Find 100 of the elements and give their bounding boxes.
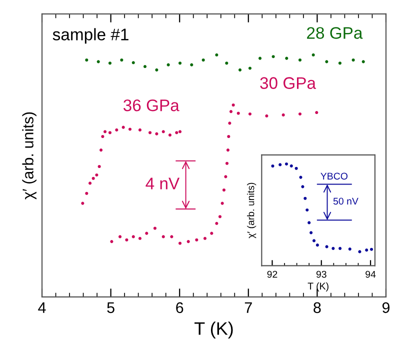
x-axis-title: T (K) (308, 282, 328, 292)
point (143, 64, 147, 68)
point (226, 148, 230, 152)
point (85, 192, 88, 195)
point (225, 162, 229, 165)
point (190, 63, 194, 66)
point (265, 114, 268, 118)
point (299, 176, 302, 179)
point (312, 53, 315, 56)
point (175, 131, 178, 134)
point (178, 130, 182, 134)
x-tick-label: 9 (382, 302, 390, 314)
point (101, 134, 104, 138)
annotation: YBCO (320, 172, 348, 180)
point (186, 240, 190, 244)
point (138, 128, 142, 132)
point (110, 240, 114, 244)
point (304, 196, 307, 200)
point (308, 221, 311, 224)
point (282, 113, 285, 116)
point (122, 126, 125, 129)
point (108, 131, 112, 134)
x-axis-title: T (K) (194, 322, 233, 338)
point (338, 62, 342, 65)
point (103, 130, 107, 134)
point (298, 112, 302, 116)
point (118, 235, 122, 238)
point (229, 110, 233, 114)
point (290, 164, 293, 168)
point (98, 164, 101, 168)
x-tick-label: 93 (316, 270, 326, 278)
point (225, 62, 228, 65)
point (248, 66, 252, 70)
point (210, 232, 214, 235)
text: sample #1 (52, 28, 128, 44)
point (195, 238, 198, 242)
point (120, 58, 124, 62)
point (271, 164, 274, 168)
x-tick-label: 7 (244, 302, 252, 313)
point (365, 248, 368, 252)
point (238, 68, 242, 72)
x-tick-label: 8 (314, 302, 321, 314)
point (170, 235, 174, 238)
point (301, 185, 304, 188)
point (284, 162, 288, 166)
y-axis-title: χ′ (arb. units) (247, 182, 256, 238)
point (316, 244, 319, 247)
point (272, 55, 275, 58)
y-axis-title: χ′ (arb. units) (22, 112, 36, 200)
point (232, 103, 235, 107)
point (88, 182, 92, 185)
point (338, 246, 342, 250)
point (162, 130, 165, 134)
point (92, 176, 95, 180)
point (362, 60, 365, 64)
point (128, 128, 132, 131)
point (166, 63, 170, 66)
point (178, 242, 182, 245)
point (138, 236, 142, 240)
point (315, 110, 318, 114)
point (132, 61, 135, 64)
point (115, 128, 118, 132)
point (236, 112, 240, 115)
point (145, 232, 148, 235)
point (81, 202, 84, 205)
series-label: 28 GPa (307, 27, 363, 39)
point (132, 235, 135, 238)
point (227, 134, 230, 138)
point (125, 238, 128, 242)
point (215, 222, 218, 225)
point (224, 175, 228, 178)
point (203, 236, 207, 240)
point (258, 56, 262, 60)
point (155, 68, 158, 72)
point (178, 62, 182, 65)
point (325, 245, 328, 248)
point (148, 131, 152, 134)
annotation: 50 nV (333, 198, 358, 205)
point (96, 60, 100, 64)
point (325, 60, 328, 64)
point (358, 250, 362, 254)
point (278, 163, 282, 166)
point (348, 248, 352, 251)
point (306, 208, 309, 212)
point (100, 148, 103, 152)
series-label: 36 GPa (123, 99, 180, 112)
x-tick-label: 92 (267, 270, 278, 278)
point (153, 226, 156, 230)
point (352, 58, 355, 62)
x-tick-label: 4 (38, 302, 46, 313)
point (370, 248, 374, 251)
point (85, 58, 88, 62)
series-label: 30 GPa (260, 77, 316, 89)
point (248, 112, 252, 116)
point (285, 56, 288, 60)
point (228, 122, 232, 125)
point (312, 239, 316, 242)
point (108, 62, 112, 65)
point (218, 215, 222, 218)
point (215, 53, 218, 56)
